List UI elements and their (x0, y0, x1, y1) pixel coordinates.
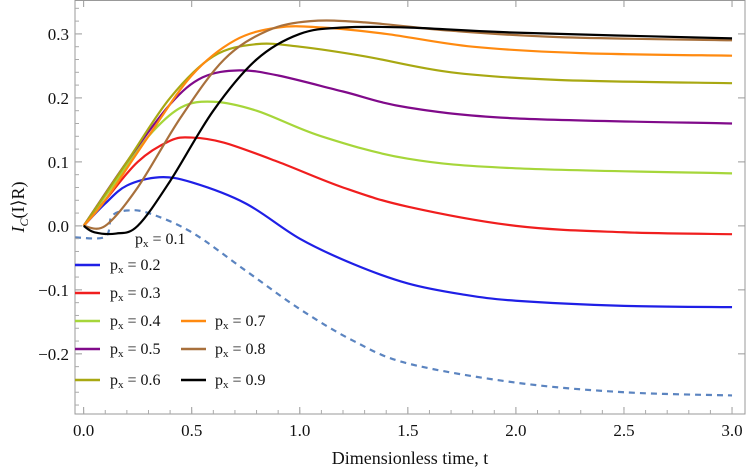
legend-label: px = 0.5 (110, 341, 161, 360)
series-line-6 (82, 42, 733, 227)
x-tick-label: 0.5 (181, 421, 202, 440)
x-tick-label: 2.0 (505, 421, 526, 440)
y-axis-label: IC(I⟩R) (8, 181, 31, 233)
x-tick-label: 3.0 (721, 421, 742, 440)
x-axis-label: Dimensionless time, t (332, 448, 489, 468)
y-label-main: I (8, 226, 28, 234)
curves (74, 19, 733, 397)
x-tick-label: 0.0 (73, 421, 94, 440)
y-tick-label: 0.0 (48, 217, 69, 236)
legend: px = 0.1 px = 0.2 px = 0.3 px = 0.4 px = 0.5… (75, 231, 266, 391)
legend-label: px = 0.9 (215, 372, 266, 391)
series-line-2 (82, 176, 733, 309)
legend-label: px = 0.3 (110, 285, 161, 304)
legend-label: px = 0.8 (215, 341, 266, 360)
legend-label: px = 0.1 (135, 231, 186, 250)
series-line-7 (82, 25, 733, 227)
y-tick-label: 0.1 (48, 153, 69, 172)
y-label-rest: (I⟩R) (8, 181, 29, 218)
x-tick-label: 1.0 (289, 421, 310, 440)
y-tick-label: −0.2 (38, 345, 69, 364)
legend-label: px = 0.4 (110, 313, 161, 332)
series-line-8 (83, 19, 733, 230)
series-line-3 (82, 136, 733, 236)
x-tick-label: 1.5 (397, 421, 418, 440)
y-tick-label: −0.1 (38, 281, 69, 300)
series-line-9 (83, 25, 733, 236)
ticks: 0.0 0.5 1.0 1.5 2.0 2.5 3.0 −0.2 −0.1 0.0 0.1 0.2 0.… (38, 0, 745, 440)
y-tick-label: 0.3 (48, 25, 69, 44)
plot-frame (74, 0, 746, 415)
x-tick-label: 2.5 (613, 421, 634, 440)
series-line-5 (82, 69, 733, 227)
y-tick-label: 0.2 (48, 89, 69, 108)
y-label-sub: C (17, 218, 31, 227)
legend-label: px = 0.2 (110, 257, 161, 276)
legend-label: px = 0.6 (110, 372, 161, 391)
legend-label: px = 0.7 (215, 313, 266, 332)
series-line-1 (74, 209, 733, 397)
